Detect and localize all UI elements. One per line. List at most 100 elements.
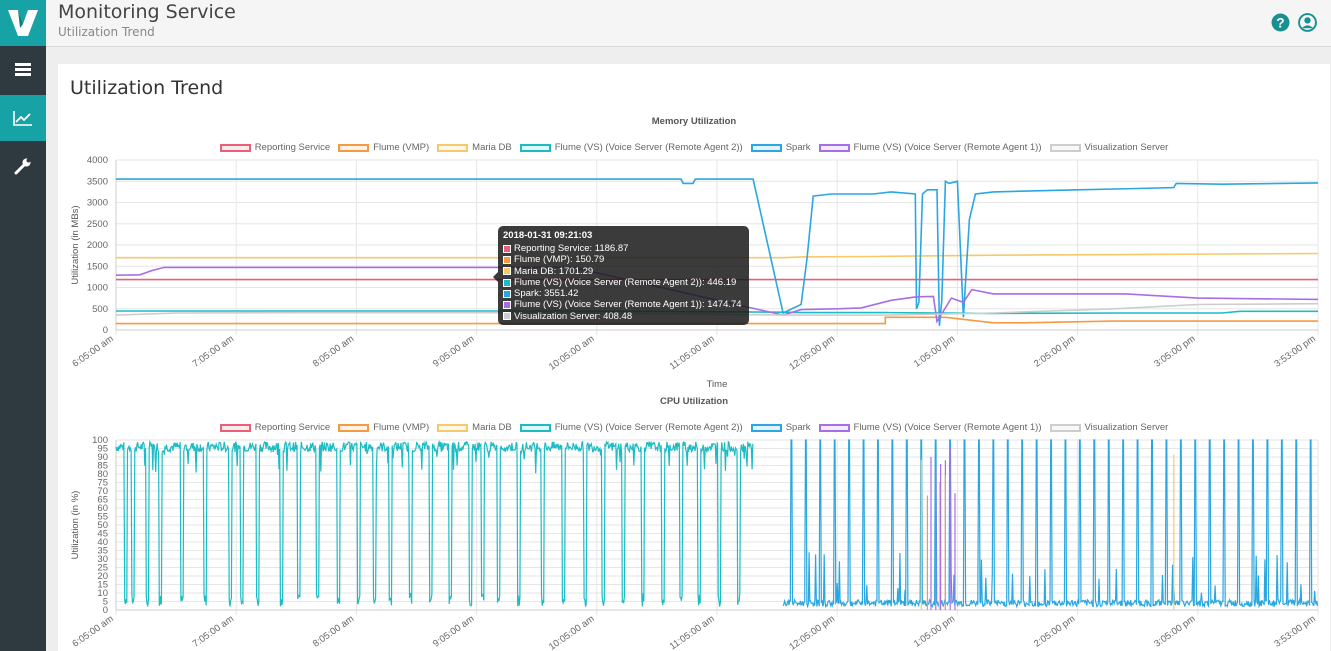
- y-tick-label: 3500: [87, 176, 108, 187]
- nav-item-trend[interactable]: [0, 95, 46, 141]
- series-line: [782, 439, 1319, 609]
- y-tick-label: 2500: [87, 219, 108, 230]
- y-tick-label: 35: [97, 546, 108, 557]
- legend-item[interactable]: Visualization Server: [1049, 142, 1169, 153]
- tooltip-rows: Reporting Service: 1186.87 Flume (VMP): 1…: [503, 243, 744, 322]
- tooltip-row: Flume (VS) (Voice Server (Remote Agent 2…: [503, 277, 744, 288]
- y-tick-label: 0: [103, 605, 108, 616]
- legend-swatch: [818, 143, 850, 152]
- tooltip-row: Reporting Service: 1186.87: [503, 243, 744, 254]
- legend-item[interactable]: Maria DB: [437, 142, 512, 153]
- chart-tooltip: 2018-01-31 09:21:03 Reporting Service: 1…: [493, 226, 749, 326]
- legend-label: Visualization Server: [1084, 142, 1169, 153]
- tooltip-row-label: Flume (VMP): 150.79: [514, 254, 605, 266]
- tooltip-row-label: Spark: 3551.42: [514, 288, 579, 300]
- series-line: [115, 439, 754, 608]
- x-tick-label: 8:05:00 am: [311, 613, 356, 649]
- legend-item[interactable]: Spark: [750, 142, 811, 153]
- legend-label: Flume (VMP): [373, 422, 430, 433]
- y-tick-label: 70: [97, 486, 108, 497]
- sidebar: [0, 0, 46, 651]
- legend-item[interactable]: Flume (VMP): [338, 142, 429, 153]
- x-tick-label: 12:05:00 pm: [787, 333, 837, 372]
- nav-item-settings[interactable]: [0, 143, 46, 189]
- y-tick-label: 50: [97, 520, 108, 531]
- tooltip-row-label: Flume (VS) (Voice Server (Remote Agent 2…: [514, 276, 737, 288]
- legend-swatch: [437, 423, 469, 432]
- y-tick-label: 3000: [87, 198, 108, 209]
- x-tick-label: 9:05:00 am: [431, 613, 476, 649]
- legend-swatch: [519, 423, 551, 432]
- x-tick-label: 7:05:00 am: [191, 613, 236, 649]
- x-tick-label: 3:53:00 pm: [1272, 333, 1317, 369]
- legend-item[interactable]: Reporting Service: [219, 422, 330, 433]
- legend-item[interactable]: Reporting Service: [219, 142, 331, 153]
- legend-swatch: [219, 143, 251, 152]
- top-header: Monitoring Service Utilization Trend ?: [46, 0, 1331, 47]
- legend-label: Flume (VS) (Voice Server (Remote Agent 1…: [853, 142, 1042, 153]
- svg-text:?: ?: [1276, 15, 1284, 30]
- y-tick-label: 30: [97, 554, 108, 565]
- legend-item[interactable]: Flume (VS) (Voice Server (Remote Agent 2…: [519, 142, 743, 153]
- legend-item[interactable]: Flume (VS) (Voice Server (Remote Agent 1…: [818, 422, 1042, 433]
- app-subtitle: Utilization Trend: [58, 25, 155, 39]
- y-tick-label: 25: [97, 563, 108, 574]
- legend-item[interactable]: Visualization Server: [1049, 422, 1168, 433]
- x-tick-label: 1:05:00 pm: [912, 333, 957, 369]
- y-tick-label: 75: [97, 478, 108, 489]
- page-title: Utilization Trend: [70, 77, 224, 99]
- tooltip-row: Flume (VS) (Voice Server (Remote Agent 1…: [503, 299, 744, 310]
- legend-item[interactable]: Flume (VMP): [338, 422, 429, 433]
- tooltip-swatch: [503, 244, 511, 253]
- help-icon[interactable]: ?: [1271, 13, 1290, 32]
- legend-label: Reporting Service: [254, 142, 331, 153]
- tooltip-swatch: [503, 301, 511, 310]
- legend-label: Maria DB: [472, 422, 512, 433]
- y-tick-label: 65: [97, 495, 108, 506]
- legend-label: Maria DB: [472, 142, 512, 153]
- cpu-chart-title: CPU Utilization: [659, 396, 729, 407]
- y-tick-label: 55: [97, 512, 108, 523]
- nav-item-servers[interactable]: [0, 47, 46, 93]
- x-tick-label: 11:05:00 am: [668, 613, 717, 651]
- y-tick-label: 60: [97, 503, 108, 514]
- tooltip-row-label: Flume (VS) (Voice Server (Remote Agent 1…: [514, 299, 742, 311]
- legend-swatch: [818, 423, 850, 432]
- legend-swatch: [1049, 143, 1081, 152]
- legend-label: Flume (VS) (Voice Server (Remote Agent 2…: [554, 142, 743, 153]
- legend-item[interactable]: Flume (VS) (Voice Server (Remote Agent 2…: [519, 422, 743, 433]
- tooltip-title: 2018-01-31 09:21:03: [503, 230, 593, 241]
- y-tick-label: 85: [97, 461, 108, 472]
- x-tick-label: 9:05:00 am: [431, 333, 476, 369]
- legend-item[interactable]: Maria DB: [437, 422, 512, 433]
- tooltip-row: Maria DB: 1701.29: [503, 266, 744, 277]
- x-tick-label: 7:05:00 am: [191, 333, 236, 369]
- y-tick-label: 15: [97, 580, 108, 591]
- legend-swatch: [750, 143, 782, 152]
- y-tick-label: 10: [97, 588, 108, 599]
- x-tick-label: 6:05:00 am: [70, 613, 115, 649]
- legend-item[interactable]: Flume (VS) (Voice Server (Remote Agent 1…: [818, 142, 1042, 153]
- y-tick-label: 1500: [87, 261, 108, 272]
- legend-item[interactable]: Spark: [750, 422, 811, 433]
- tooltip-swatch: [503, 267, 511, 276]
- legend-label: Flume (VS) (Voice Server (Remote Agent 2…: [554, 422, 743, 433]
- y-tick-label: 40: [97, 537, 108, 548]
- legend-swatch: [519, 143, 551, 152]
- x-tick-label: 1:05:00 pm: [912, 613, 957, 649]
- legend-swatch: [437, 143, 469, 152]
- y-tick-label: 90: [97, 452, 108, 463]
- legend-swatch: [338, 423, 370, 432]
- tooltip-row: Visualization Server: 408.48: [503, 311, 744, 322]
- x-tick-label: 3:53:00 pm: [1272, 613, 1317, 649]
- user-account-icon[interactable]: [1298, 13, 1317, 32]
- y-tick-label: 2000: [87, 240, 108, 251]
- y-tick-label: 20: [97, 571, 108, 582]
- tooltip-row: Spark: 3551.42: [503, 288, 744, 299]
- y-tick-label: 5: [103, 597, 108, 608]
- y-tick-label: 1000: [87, 283, 108, 294]
- x-tick-label: 12:05:00 pm: [787, 613, 837, 651]
- brand-logo[interactable]: [0, 0, 46, 46]
- legend-label: Spark: [785, 422, 811, 433]
- legend-swatch: [338, 143, 370, 152]
